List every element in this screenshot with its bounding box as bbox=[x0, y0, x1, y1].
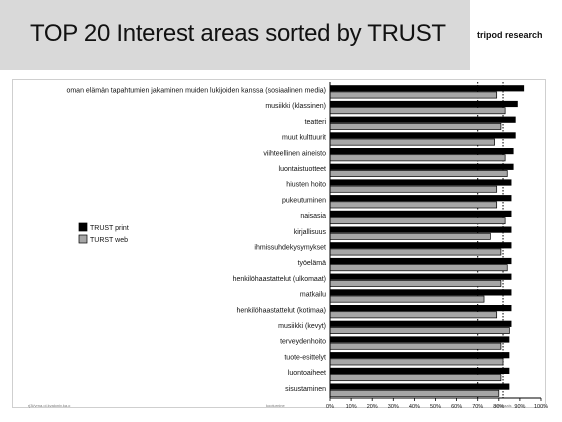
bar-print-0 bbox=[330, 85, 525, 92]
category-label-8: naisasia bbox=[300, 213, 326, 220]
category-label-0: oman elämän tapahtumien jakaminen muiden… bbox=[66, 88, 326, 95]
bar-web-8 bbox=[329, 217, 506, 225]
category-label-2: teatteri bbox=[305, 119, 327, 126]
category-label-3: muut kulttuurit bbox=[282, 135, 326, 142]
bar-print-13 bbox=[330, 289, 512, 296]
bar-print-7 bbox=[330, 195, 512, 202]
category-label-14: henkilöhaastattelut (kotimaa) bbox=[237, 307, 327, 314]
bar-web-2 bbox=[329, 122, 502, 130]
brand-logo-text: tripod research bbox=[477, 30, 543, 40]
category-label-10: ihmissuhdekysymykset bbox=[254, 245, 326, 252]
bar-web-17 bbox=[329, 358, 504, 366]
category-label-4: viihteellinen aineisto bbox=[263, 150, 326, 157]
bar-web-15 bbox=[329, 327, 510, 334]
bar-print-14 bbox=[330, 305, 512, 312]
category-label-1: musiikki (klassinen) bbox=[265, 103, 326, 110]
category-label-17: tuote-esittelyt bbox=[284, 354, 326, 361]
footnote-mid: kooturnine bbox=[266, 403, 285, 408]
legend-label-0: TRUST print bbox=[90, 225, 129, 232]
bar-web-10 bbox=[329, 248, 502, 256]
x-tick-label-1: 10% bbox=[346, 404, 357, 410]
bar-web-7 bbox=[329, 201, 498, 209]
bar-web-14 bbox=[329, 311, 498, 319]
category-label-6: hiusten hoito bbox=[286, 182, 326, 189]
footnote-right: drumaals bbox=[495, 403, 512, 408]
bar-web-11 bbox=[329, 264, 508, 272]
x-tick-label-4: 40% bbox=[409, 404, 420, 410]
category-label-19: sisustaminen bbox=[285, 386, 326, 393]
category-label-18: luontoaiheet bbox=[288, 370, 326, 377]
x-tick-label-6: 60% bbox=[451, 404, 462, 410]
bar-web-4 bbox=[329, 154, 506, 162]
category-label-15: musiikki (kevyt) bbox=[278, 323, 326, 330]
legend-label-1: TURST web bbox=[90, 237, 128, 244]
bar-print-18 bbox=[330, 367, 510, 374]
x-tick-label-5: 50% bbox=[430, 404, 441, 410]
bar-print-9 bbox=[330, 226, 512, 233]
bar-print-4 bbox=[330, 148, 514, 155]
bar-web-0 bbox=[329, 91, 498, 99]
category-label-12: henkilöhaastattelut (ulkomaat) bbox=[233, 276, 326, 283]
category-label-9: kirjallisuus bbox=[294, 229, 327, 236]
x-tick-label-2: 20% bbox=[367, 404, 378, 410]
x-tick-label-7: 70% bbox=[472, 404, 483, 410]
bar-web-19 bbox=[329, 389, 500, 397]
bar-web-5 bbox=[329, 170, 508, 177]
footnote-left: rj3i/vrna.oi.kvaloniv.ka.o bbox=[28, 403, 71, 408]
title-band bbox=[0, 0, 470, 70]
x-tick-label-10: 100% bbox=[534, 404, 548, 410]
slide-title: TOP 20 Interest areas sorted by TRUST bbox=[30, 20, 446, 47]
bar-web-1 bbox=[329, 107, 506, 115]
bar-print-1 bbox=[330, 100, 518, 108]
bar-print-17 bbox=[330, 352, 510, 359]
category-label-11: työelämä bbox=[298, 260, 327, 267]
bar-web-13 bbox=[329, 295, 485, 303]
x-tick-label-9: 90% bbox=[514, 404, 525, 410]
bar-print-12 bbox=[330, 273, 512, 280]
bar-web-12 bbox=[329, 279, 502, 287]
bar-web-9 bbox=[329, 232, 491, 240]
legend-swatch-0 bbox=[78, 222, 88, 232]
plot-frame bbox=[12, 79, 546, 408]
x-tick-label-3: 30% bbox=[388, 404, 399, 410]
bar-web-6 bbox=[329, 185, 498, 193]
bar-print-6 bbox=[330, 179, 512, 186]
bar-print-8 bbox=[330, 210, 512, 217]
bar-print-16 bbox=[330, 336, 510, 343]
bar-web-18 bbox=[329, 374, 502, 382]
bar-web-16 bbox=[329, 342, 502, 350]
bar-print-19 bbox=[330, 383, 510, 390]
bar-print-3 bbox=[330, 132, 516, 139]
bar-print-15 bbox=[330, 320, 512, 327]
legend-swatch-1 bbox=[78, 234, 88, 244]
bar-print-10 bbox=[330, 242, 512, 249]
x-tick-label-0: 0% bbox=[326, 404, 334, 410]
category-label-7: pukeutuminen bbox=[282, 197, 326, 204]
x-tick-label-8: 80% bbox=[493, 404, 504, 410]
category-label-16: terveydenhoito bbox=[280, 339, 326, 346]
bar-print-2 bbox=[330, 116, 516, 123]
category-label-13: matkailu bbox=[300, 292, 326, 299]
bar-print-11 bbox=[330, 257, 512, 265]
category-label-5: luontaistuotteet bbox=[279, 166, 327, 173]
bar-web-3 bbox=[329, 138, 495, 146]
bar-print-5 bbox=[330, 163, 514, 170]
